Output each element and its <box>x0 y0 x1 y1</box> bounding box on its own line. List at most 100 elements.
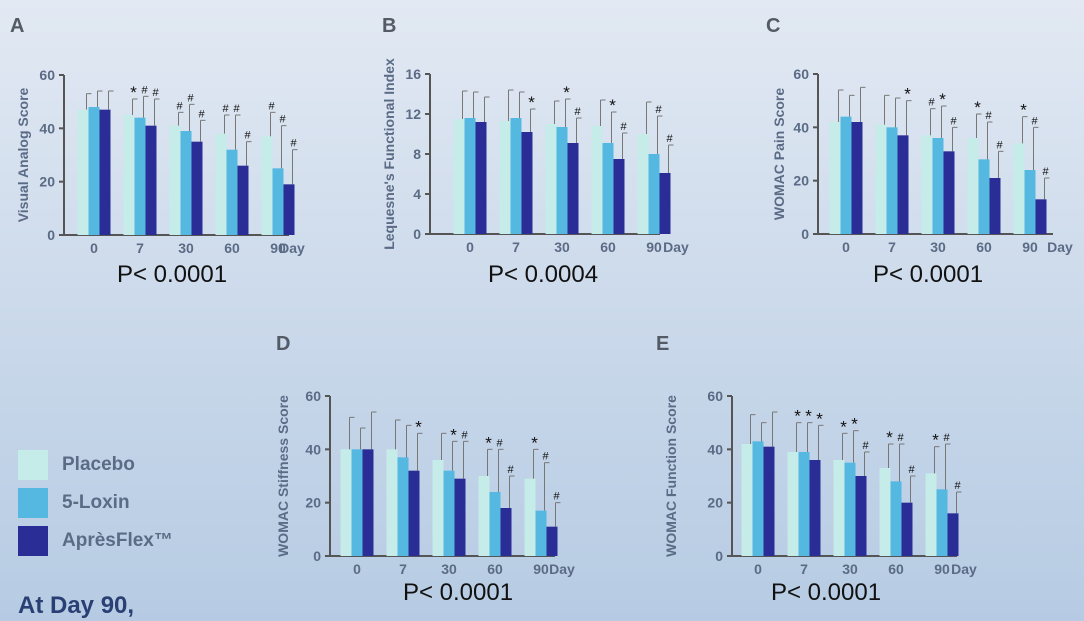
significance-hash: # <box>574 106 581 118</box>
significance-star: * <box>794 407 801 426</box>
significance-hash: # <box>152 87 159 99</box>
bar-5-loxin <box>489 492 501 556</box>
significance-hash: # <box>928 97 935 109</box>
x-tick-label: 90 <box>270 240 286 256</box>
bar-placebo <box>921 135 933 234</box>
y-axis-title: Lequesne's Functional Index <box>381 58 397 250</box>
significance-hash: # <box>176 100 183 112</box>
chart-panel-b: B Lequesne's Functional Index 0 4 8 12 16 0 7 * 30… <box>381 15 689 288</box>
bar-placebo <box>829 122 841 234</box>
panel-letter: E <box>656 333 669 355</box>
bar-placebo <box>637 134 649 234</box>
y-tick-label: 40 <box>305 441 321 457</box>
legend-label-placebo: Placebo <box>62 454 135 475</box>
bar-5-loxin <box>134 117 146 235</box>
x-tick-label: 7 <box>512 239 520 255</box>
bar-5-loxin <box>798 452 810 556</box>
significance-star: * <box>609 96 616 115</box>
y-tick-label: 16 <box>405 66 421 82</box>
significance-hash: # <box>279 114 286 126</box>
panel-letter: A <box>10 15 24 37</box>
significance-hash: # <box>244 130 251 142</box>
x-axis-title: Day <box>663 239 689 255</box>
x-tick-label: 30 <box>930 239 946 255</box>
bar-5-loxin <box>88 107 100 235</box>
significance-star: * <box>974 98 981 117</box>
y-tick-label: 20 <box>793 173 809 189</box>
significance-star: * <box>531 433 538 452</box>
bar-5-loxin <box>464 118 476 234</box>
bar-placebo <box>1013 143 1025 234</box>
bar-5-loxin <box>226 149 238 235</box>
y-tick-label: 0 <box>801 226 809 242</box>
bar-5-loxin <box>535 510 547 556</box>
bar-apr-sflex <box>901 502 913 556</box>
chart-panel-a: A Visual Analog Score 0 20 40 60 0 7 * # #30 # # #60 #… <box>10 15 305 288</box>
x-tick-label: 7 <box>800 561 808 577</box>
significance-hash: # <box>461 429 468 441</box>
significance-star: * <box>1020 101 1027 120</box>
bar-placebo <box>499 121 511 234</box>
bar-apr-sflex <box>454 478 466 556</box>
bar-5-loxin <box>272 168 284 235</box>
p-value-label: P< 0.0001 <box>771 579 881 606</box>
significance-star: * <box>415 417 422 436</box>
p-value-label: P< 0.0004 <box>488 261 598 288</box>
bar-placebo <box>478 476 490 556</box>
significance-star: * <box>528 93 535 112</box>
bottom-note: At Day 90, <box>18 592 135 619</box>
significance-hash: # <box>862 440 869 452</box>
significance-star: * <box>563 83 570 102</box>
legend-item-placebo: Placebo <box>18 446 173 484</box>
bar-placebo <box>591 126 603 234</box>
bar-5-loxin <box>890 481 902 556</box>
x-tick-label: 60 <box>224 240 240 256</box>
bar-5-loxin <box>180 131 192 235</box>
bar-5-loxin <box>978 159 990 234</box>
significance-hash: # <box>655 104 662 116</box>
significance-hash: # <box>187 92 194 104</box>
y-tick-label: 40 <box>707 441 723 457</box>
significance-star: * <box>932 431 939 450</box>
x-axis-title: Day <box>951 561 977 577</box>
bar-placebo <box>123 115 135 235</box>
y-tick-label: 40 <box>39 120 55 136</box>
significance-hash: # <box>222 103 229 115</box>
bar-5-loxin <box>556 127 568 234</box>
bar-apr-sflex <box>99 109 111 235</box>
bar-placebo <box>215 133 227 235</box>
significance-hash: # <box>897 432 904 444</box>
y-tick-label: 12 <box>405 106 421 122</box>
x-tick-label: 30 <box>441 561 457 577</box>
significance-hash: # <box>268 100 275 112</box>
x-tick-label: 30 <box>842 561 858 577</box>
bar-placebo <box>340 449 352 556</box>
y-tick-label: 8 <box>413 146 421 162</box>
significance-hash: # <box>553 491 560 503</box>
panel-letter: D <box>276 333 290 355</box>
bar-placebo <box>925 473 937 556</box>
bar-5-loxin <box>602 143 614 234</box>
bar-apr-sflex <box>989 178 1001 234</box>
bar-5-loxin <box>397 457 409 556</box>
bar-apr-sflex <box>408 470 420 556</box>
significance-hash: # <box>233 103 240 115</box>
significance-star: * <box>886 428 893 447</box>
significance-hash: # <box>507 464 514 476</box>
y-tick-label: 40 <box>793 119 809 135</box>
y-tick-label: 20 <box>39 174 55 190</box>
x-tick-label: 60 <box>600 239 616 255</box>
y-axis-title: Visual Analog Score <box>15 87 31 222</box>
y-tick-label: 0 <box>313 548 321 564</box>
bar-placebo <box>787 452 799 556</box>
bar-5-loxin <box>648 154 660 234</box>
bar-placebo <box>432 460 444 556</box>
bar-5-loxin <box>886 127 898 234</box>
bar-placebo <box>77 109 89 235</box>
bar-apr-sflex <box>943 151 955 234</box>
significance-star: * <box>485 433 492 452</box>
bar-apr-sflex <box>659 173 671 234</box>
bar-5-loxin <box>510 118 522 234</box>
bar-apr-sflex <box>763 446 775 556</box>
